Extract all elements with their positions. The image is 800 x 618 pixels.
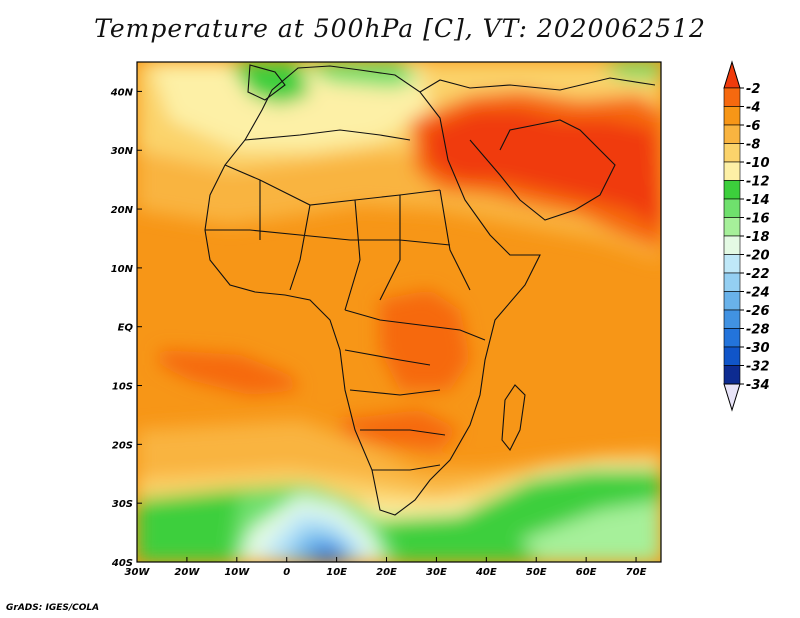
footer-credit: GrADS: IGES/COLA	[6, 603, 100, 613]
lat-tick-label: 40N	[110, 87, 134, 98]
lat-tick-label: 20N	[111, 205, 134, 216]
colorbar-top-arrow	[723, 60, 741, 89]
colorbar-swatch	[723, 235, 741, 255]
colorbar-level-label: -4	[746, 101, 760, 116]
colorbar-swatch	[723, 291, 741, 311]
lat-tick-label: 10S	[112, 382, 133, 393]
lat-tick-label: 30N	[111, 146, 134, 157]
colorbar-level-label: -12	[746, 175, 770, 190]
lon-tick-label: 30W	[125, 567, 151, 578]
colorbar-level-label: -24	[746, 286, 770, 301]
lon-tick-label: 20W	[174, 567, 200, 578]
colorbar-level-label: -28	[746, 323, 770, 338]
colorbar-level-label: -30	[746, 341, 770, 356]
colorbar-level-label: -2	[746, 82, 760, 97]
lon-tick-label: 40E	[475, 567, 497, 578]
temperature-field	[137, 62, 661, 562]
colorbar-level-label: -16	[746, 212, 770, 227]
lon-tick-label: 10E	[326, 567, 347, 578]
colorbar-swatch	[723, 272, 741, 292]
colorbar-level-label: -32	[746, 360, 770, 375]
lon-tick-label: 10W	[224, 567, 250, 578]
colorbar-swatch	[723, 180, 741, 200]
colorbar-swatch	[723, 254, 741, 274]
lon-tick-label: 70E	[626, 567, 647, 578]
lon-tick-label: 0	[283, 567, 290, 578]
colorbar: -2 -4 -6 -8 -10 -12 -14 -16 -18 -20 -22 -24 -26 -28 -3…	[723, 60, 770, 412]
colorbar-swatch	[723, 346, 741, 366]
colorbar-swatch	[723, 106, 741, 126]
lon-tick-label: 30E	[426, 567, 447, 578]
lon-tick-label: 20E	[376, 567, 397, 578]
lon-tick-label: 50E	[526, 567, 547, 578]
colorbar-swatch	[723, 309, 741, 329]
colorbar-level-label: -34	[746, 378, 770, 393]
chart-title: Temperature at 500hPa [C], VT: 202006251…	[94, 14, 706, 43]
colorbar-swatch	[723, 87, 741, 107]
colorbar-swatch	[723, 365, 741, 385]
axis-ticks: 30W 20W 10W 0 10E 20E 30E 40E 50E 60E 70E 40N 30N 20N…	[110, 87, 647, 578]
colorbar-level-label: -22	[746, 267, 770, 282]
colorbar-swatch	[723, 161, 741, 181]
colorbar-bottom-arrow	[723, 383, 741, 412]
colorbar-swatch	[723, 217, 741, 237]
colorbar-swatch	[723, 124, 741, 144]
coastlines	[204, 64, 656, 516]
colorbar-level-label: -26	[746, 304, 770, 319]
colorbar-level-label: -18	[746, 230, 770, 245]
lat-tick-label: EQ	[118, 323, 134, 334]
lon-tick-label: 60E	[576, 567, 597, 578]
colorbar-swatch	[723, 198, 741, 218]
lat-tick-label: 10N	[111, 264, 134, 275]
colorbar-level-label: -10	[746, 156, 770, 171]
colorbar-swatch	[723, 143, 741, 163]
lat-tick-label: 40S	[111, 558, 133, 569]
colorbar-level-label: -20	[746, 249, 770, 264]
colorbar-level-label: -6	[746, 119, 760, 134]
colorbar-swatch	[723, 328, 741, 348]
lat-tick-label: 30S	[112, 499, 133, 510]
lat-tick-label: 20S	[112, 440, 133, 451]
colorbar-level-label: -14	[746, 193, 770, 208]
map-frame	[136, 61, 662, 563]
colorbar-level-label: -8	[746, 138, 760, 153]
